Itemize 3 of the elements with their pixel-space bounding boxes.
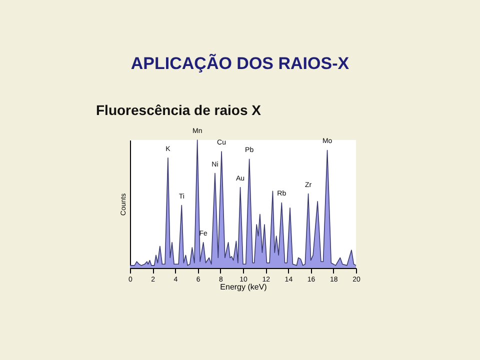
x-axis-title: Energy (keV) xyxy=(220,282,268,292)
chart-title: APLICAÇÃO DOS RAIOS-X xyxy=(130,53,350,73)
chart-subtitle: Fluorescência de raios X xyxy=(96,102,262,118)
